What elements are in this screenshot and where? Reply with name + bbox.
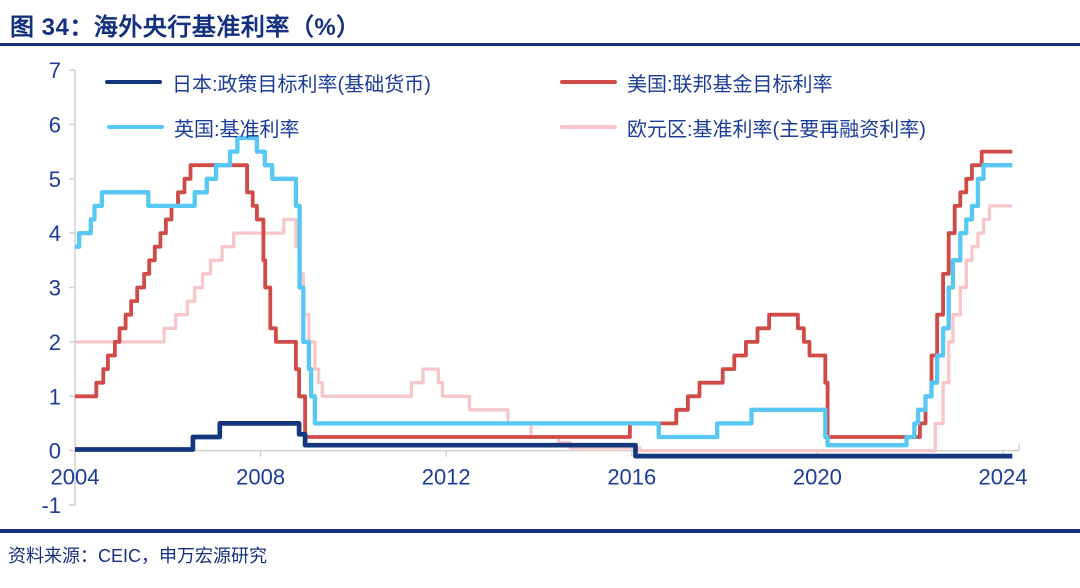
x-tick-label: 2008 — [236, 465, 285, 490]
series-us — [75, 149, 1013, 439]
y-tick-label: 7 — [49, 58, 61, 83]
y-tick-label: -1 — [41, 493, 61, 518]
legend-item-euro: 欧元区:基准利率(主要再融资利率) — [560, 115, 926, 141]
legend-item-us: 美国:联邦基金目标利率 — [560, 70, 833, 96]
title-divider — [0, 43, 1080, 46]
chart-canvas: 7 6 5 4 3 2 1 0 -1 2004 2008 2012 2016 2020 2024 — [41, 58, 1028, 518]
x-tick-label: 2004 — [51, 465, 100, 490]
legend-label-us: 美国:联邦基金目标利率 — [627, 73, 833, 96]
y-tick-label: 2 — [49, 330, 61, 355]
y-tick-label: 1 — [49, 384, 61, 409]
y-tick-label: 6 — [49, 112, 61, 137]
x-tick-label: 2016 — [607, 465, 656, 490]
legend-label-euro: 欧元区:基准利率(主要再融资利率) — [627, 118, 926, 141]
legend-label-japan: 日本:政策目标利率(基础货币) — [172, 73, 431, 96]
series-euro — [75, 204, 1013, 453]
legend-item-japan: 日本:政策目标利率(基础货币) — [105, 70, 431, 96]
figure-title: 图 34：海外央行基准利率（%） — [10, 14, 361, 41]
legend-item-uk: 英国:基准利率 — [107, 115, 300, 141]
legend-label-uk: 英国:基准利率 — [174, 118, 300, 141]
legend-swatch-uk — [107, 125, 164, 129]
y-tick-label: 0 — [49, 439, 61, 464]
legend-swatch-japan — [105, 80, 162, 84]
source-text: 资料来源：CEIC，申万宏源研究 — [8, 546, 268, 566]
bottom-divider — [0, 529, 1080, 533]
x-tick-label: 2012 — [422, 465, 471, 490]
legend-swatch-us — [560, 80, 617, 84]
rate-chart: 7 6 5 4 3 2 1 0 -1 2004 2008 2012 2016 2020 2024 日本:政策… — [0, 46, 1080, 526]
y-tick-label: 4 — [49, 221, 61, 246]
series-uk — [75, 135, 1013, 448]
y-tick-label: 5 — [49, 167, 61, 192]
legend-swatch-euro — [560, 125, 617, 129]
x-tick-label: 2020 — [793, 465, 842, 490]
series-japan — [75, 421, 1013, 459]
y-tick-label: 3 — [49, 276, 61, 301]
x-tick-label: 2024 — [979, 465, 1028, 490]
